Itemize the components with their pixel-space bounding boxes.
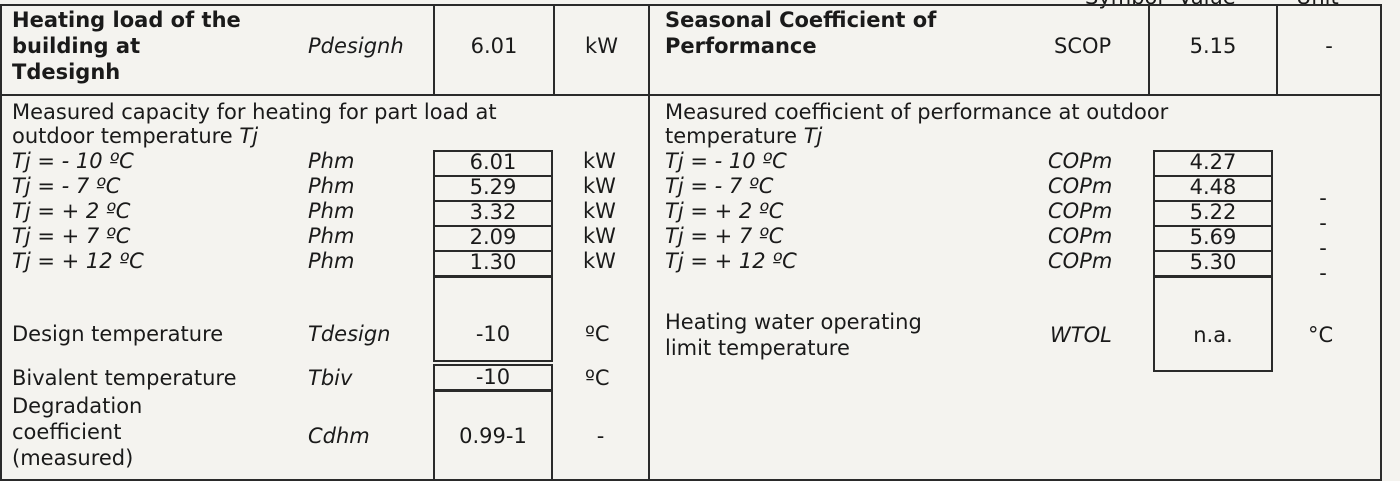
- cop-heading-1: Measured coefficient of performance at o…: [665, 100, 1169, 124]
- cop-tj: Tj = + 12 ºC: [665, 249, 797, 273]
- capacity-unit: kW: [583, 249, 616, 273]
- design-temperature-unit: ºC: [585, 322, 610, 346]
- capacity-tj: Tj = - 7 ºC: [12, 174, 121, 198]
- capacity-symbol: Phm: [308, 224, 355, 248]
- design-load-symbol: Pdesignh: [308, 34, 404, 58]
- design-load-label-3: Tdesignh: [12, 60, 121, 84]
- wtol-label-2: limit temperature: [665, 336, 850, 360]
- cop-unit: -: [1319, 186, 1327, 210]
- bivalent-temperature-value: -10: [475, 365, 511, 389]
- degradation-label-2: coefficient: [12, 420, 122, 444]
- capacity-value: 2.09: [469, 225, 517, 249]
- degradation-unit-cell: [551, 390, 650, 481]
- capacity-unit: kW: [583, 174, 616, 198]
- bivalent-temperature-label: Bivalent temperature: [12, 366, 237, 390]
- wtol-unit: °C: [1308, 323, 1334, 347]
- cop-value: 4.27: [1189, 150, 1237, 174]
- scop-value: 5.15: [1189, 34, 1237, 58]
- degradation-value: 0.99-1: [459, 424, 527, 448]
- cop-heading-2: temperature Tj: [665, 124, 823, 148]
- degradation-label-3: (measured): [12, 446, 134, 470]
- cop-value: 5.22: [1189, 200, 1237, 224]
- design-load-unit: kW: [585, 34, 618, 58]
- scop-symbol: SCOP: [1054, 34, 1112, 58]
- cop-tj: Tj = + 2 ºC: [665, 199, 784, 223]
- scop-unit: -: [1325, 34, 1333, 58]
- design-temperature-box: [433, 276, 553, 362]
- cop-symbol: COPm: [1048, 199, 1113, 223]
- capacity-tj: Tj = + 7 ºC: [12, 224, 131, 248]
- cop-unit: -: [1319, 236, 1327, 260]
- wtol-symbol: WTOL: [1050, 323, 1112, 347]
- capacity-tj: Tj = - 10 ºC: [12, 149, 134, 173]
- capacity-value: 3.32: [469, 200, 517, 224]
- wtol-box: [1153, 276, 1273, 372]
- cop-unit: -: [1319, 211, 1327, 235]
- bivalent-temperature-unit: ºC: [585, 366, 610, 390]
- capacity-unit: kW: [583, 149, 616, 173]
- capacity-symbol: Phm: [308, 149, 355, 173]
- capacity-value: 5.29: [469, 175, 517, 199]
- capacity-tj: Tj = + 2 ºC: [12, 199, 131, 223]
- degradation-unit: -: [596, 424, 605, 448]
- capacity-value: 1.30: [469, 250, 517, 274]
- cop-symbol: COPm: [1048, 224, 1113, 248]
- design-temperature-label: Design temperature: [12, 322, 224, 346]
- degradation-symbol: Cdhm: [308, 424, 370, 448]
- wtol-value: n.a.: [1193, 323, 1233, 347]
- capacity-symbol: Phm: [308, 249, 355, 273]
- bivalent-temperature-symbol: Tbiv: [308, 366, 353, 390]
- cop-tj: Tj = + 7 ºC: [665, 224, 784, 248]
- cop-symbol: COPm: [1048, 249, 1113, 273]
- degradation-label-1: Degradation: [12, 394, 143, 418]
- cop-unit: -: [1319, 261, 1327, 285]
- design-temperature-value: -10: [475, 322, 511, 346]
- design-load-label-1: Heating load of the: [12, 8, 241, 32]
- capacity-heading-1: Measured capacity for heating for part l…: [12, 100, 497, 124]
- capacity-symbol: Phm: [308, 174, 355, 198]
- scop-label-1: Seasonal Coefficient of: [665, 8, 937, 32]
- design-temperature-symbol: Tdesign: [308, 322, 391, 346]
- capacity-value: 6.01: [469, 150, 517, 174]
- cop-symbol: COPm: [1048, 174, 1113, 198]
- capacity-symbol: Phm: [308, 199, 355, 223]
- cop-symbol: COPm: [1048, 149, 1113, 173]
- design-load-value: 6.01: [470, 34, 518, 58]
- capacity-heading-2: outdoor temperature Tj: [12, 124, 259, 148]
- cop-value: 4.48: [1189, 175, 1237, 199]
- cop-value: 5.69: [1189, 225, 1237, 249]
- capacity-unit: kW: [583, 224, 616, 248]
- cop-tj: Tj = - 7 ºC: [665, 174, 774, 198]
- cop-value: 5.30: [1189, 250, 1237, 274]
- wtol-label-1: Heating water operating: [665, 310, 922, 334]
- cop-tj: Tj = - 10 ºC: [665, 149, 787, 173]
- capacity-tj: Tj = + 12 ºC: [12, 249, 144, 273]
- capacity-unit: kW: [583, 199, 616, 223]
- design-load-label-2: building at: [12, 34, 141, 58]
- scop-label-2: Performance: [665, 34, 817, 58]
